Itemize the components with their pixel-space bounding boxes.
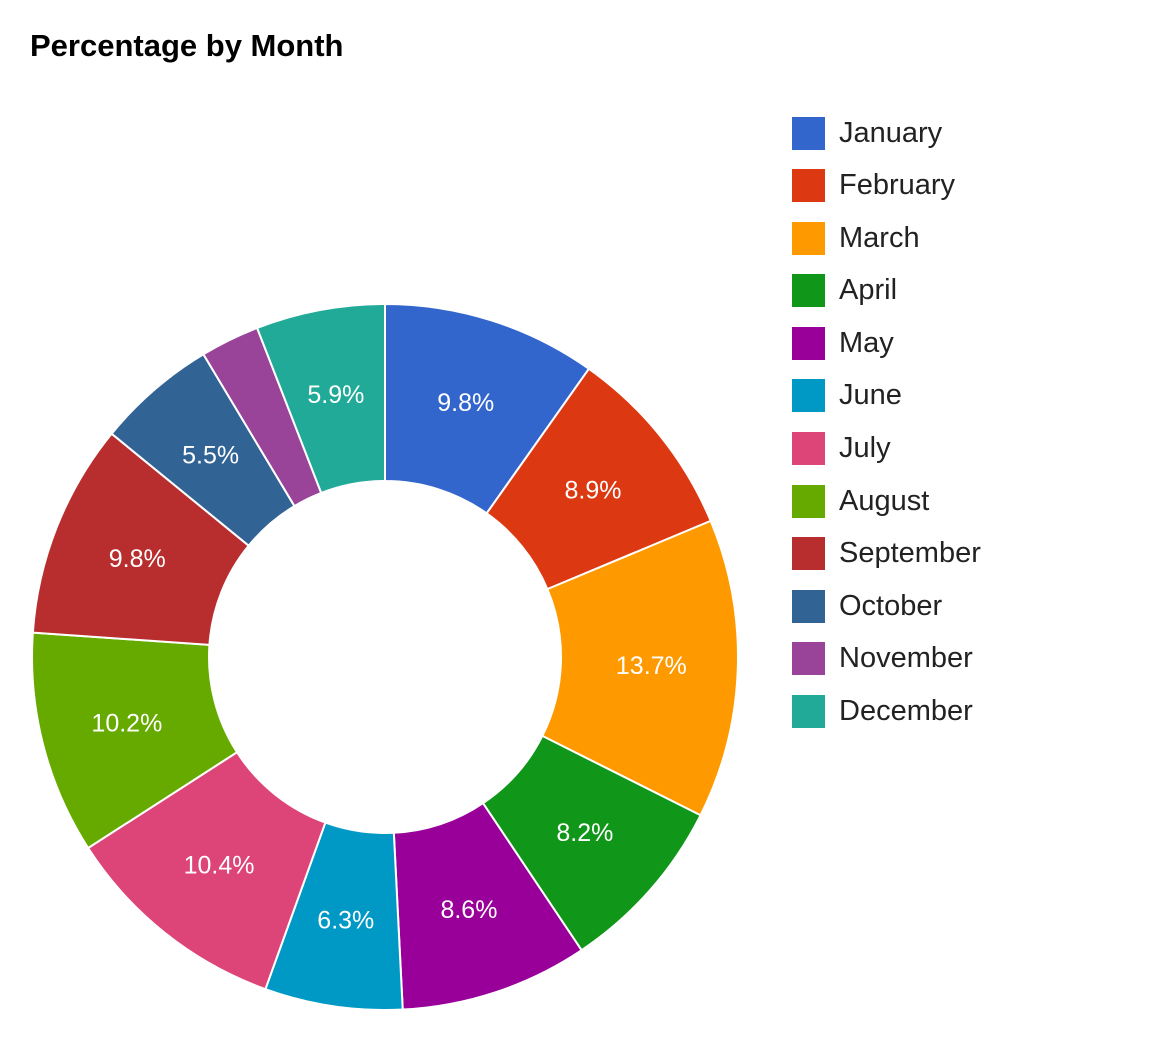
legend-swatch: [792, 432, 825, 466]
legend-label: April: [839, 274, 898, 307]
legend-label: January: [839, 116, 943, 149]
legend-swatch: [792, 642, 825, 676]
legend-swatch: [792, 484, 825, 518]
slice-label-august: 10.2%: [91, 709, 162, 737]
legend-swatch: [792, 169, 825, 203]
slice-label-january: 9.8%: [437, 389, 494, 417]
slice-label-march: 13.7%: [616, 652, 687, 680]
slice-label-december: 5.9%: [307, 381, 364, 409]
legend-label: September: [839, 537, 981, 570]
legend-item-july[interactable]: July: [792, 429, 981, 469]
legend-label: May: [839, 326, 894, 359]
legend-label: March: [839, 221, 920, 254]
legend-swatch: [792, 326, 825, 360]
legend-item-may[interactable]: May: [792, 323, 981, 363]
legend-item-february[interactable]: February: [792, 166, 981, 206]
legend: January February March April May June July Augu…: [792, 113, 981, 744]
donut-slices: [31, 302, 739, 1011]
slice-december[interactable]: [255, 302, 386, 495]
legend-label: July: [839, 432, 891, 465]
slice-label-june: 6.3%: [317, 907, 374, 935]
legend-label: December: [839, 695, 973, 728]
legend-label: November: [839, 642, 973, 675]
legend-swatch: [792, 589, 825, 623]
slice-label-february: 8.9%: [564, 476, 621, 504]
legend-item-january[interactable]: January: [792, 113, 981, 153]
slice-label-july: 10.4%: [184, 852, 255, 880]
legend-item-october[interactable]: October: [792, 586, 981, 626]
legend-label: February: [839, 169, 956, 202]
legend-label: August: [839, 484, 930, 517]
legend-item-august[interactable]: August: [792, 481, 981, 521]
legend-swatch: [792, 221, 825, 255]
slice-label-april: 8.2%: [556, 819, 613, 847]
donut-slice-labels: 9.8% 8.9% 13.7% 8.2% 8.6% 6.3% 10.4% 10.2% 9.8% 5…: [91, 381, 686, 935]
legend-label: June: [839, 379, 902, 412]
legend-swatch: [792, 695, 825, 729]
legend-item-april[interactable]: April: [792, 271, 981, 311]
slice-label-october: 5.5%: [182, 441, 239, 469]
legend-label: October: [839, 589, 943, 622]
legend-item-march[interactable]: March: [792, 218, 981, 258]
legend-swatch: [792, 537, 825, 571]
legend-swatch: [792, 379, 825, 413]
legend-item-november[interactable]: November: [792, 639, 981, 679]
chart-title: Percentage by Month: [30, 28, 344, 63]
slice-label-september: 9.8%: [109, 545, 166, 573]
slice-label-may: 8.6%: [440, 896, 497, 924]
legend-item-september[interactable]: September: [792, 534, 981, 574]
legend-swatch: [792, 274, 825, 308]
slice-march[interactable]: [540, 519, 739, 817]
legend-item-june[interactable]: June: [792, 376, 981, 416]
legend-item-december[interactable]: December: [792, 692, 981, 732]
legend-swatch: [792, 116, 825, 150]
